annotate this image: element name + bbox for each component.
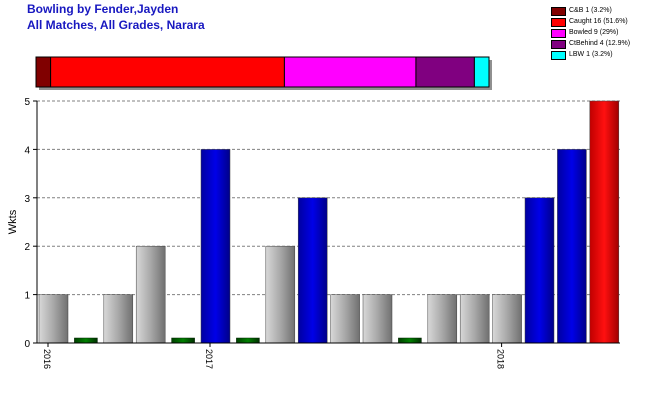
- stack-segment-bowled: [283, 56, 417, 88]
- legend-swatch: [551, 40, 566, 49]
- bar: [492, 294, 522, 344]
- y-tick-label: 5: [24, 97, 30, 108]
- legend-item-cb: C&B 1 (3.2%): [551, 6, 647, 17]
- bar: [38, 294, 69, 344]
- bar: [427, 294, 458, 344]
- dismissal-stacked-bar: [35, 56, 492, 90]
- legend-label: Bowled 9 (29%): [569, 29, 619, 36]
- bar: [524, 197, 555, 344]
- y-tick-label: 3: [24, 194, 30, 205]
- y-tick-label: 1: [24, 291, 30, 302]
- legend-item-ctbehind: CtBehind 4 (12.9%): [551, 39, 647, 50]
- y-tick-label: 2: [24, 242, 30, 253]
- bar: [135, 245, 166, 344]
- bar: [265, 245, 296, 344]
- legend-label: C&B 1 (3.2%): [569, 7, 612, 14]
- x-tick-label: 2018: [496, 349, 506, 369]
- axes: 0 1 2 3 4 5 Wkts 2016 2017 2018: [7, 97, 620, 369]
- stack-segment-ctbehind: [415, 56, 475, 88]
- bar: [398, 337, 422, 344]
- legend-swatch: [551, 7, 566, 16]
- chart-subtitle: All Matches, All Grades, Narara: [27, 18, 205, 32]
- bar: [589, 100, 620, 344]
- chart-title: Bowling by Fender,Jayden: [27, 2, 179, 16]
- bar: [103, 294, 134, 344]
- bar: [171, 337, 195, 344]
- legend-label: LBW 1 (3.2%): [569, 51, 613, 58]
- y-axis-label: Wkts: [7, 209, 19, 234]
- legend-label: CtBehind 4 (12.9%): [569, 40, 631, 47]
- stack-segment-lbw: [473, 56, 490, 88]
- bar: [459, 294, 490, 344]
- legend-swatch: [551, 18, 566, 27]
- legend: C&B 1 (3.2%) Caught 16 (51.6%) Bowled 9 …: [551, 6, 647, 61]
- y-tick-label: 4: [24, 145, 30, 156]
- bars: [38, 100, 620, 344]
- legend-swatch: [551, 29, 566, 38]
- legend-item-bowled: Bowled 9 (29%): [551, 28, 647, 39]
- bar: [557, 149, 587, 344]
- bar: [236, 337, 260, 344]
- bar: [200, 149, 231, 344]
- legend-item-lbw: LBW 1 (3.2%): [551, 50, 647, 61]
- x-tick-label: 2016: [42, 349, 52, 369]
- x-tick-label: 2017: [204, 349, 214, 369]
- legend-label: Caught 16 (51.6%): [569, 18, 628, 25]
- grid-lines: [37, 100, 620, 296]
- y-tick-label: 0: [24, 339, 30, 350]
- bar: [74, 337, 98, 344]
- bar: [330, 294, 360, 344]
- legend-swatch: [551, 51, 566, 60]
- stack-segment-cb: [35, 56, 52, 88]
- stack-segment-caught: [50, 56, 285, 88]
- bar: [297, 197, 328, 344]
- bar: [362, 294, 393, 344]
- legend-item-caught: Caught 16 (51.6%): [551, 17, 647, 28]
